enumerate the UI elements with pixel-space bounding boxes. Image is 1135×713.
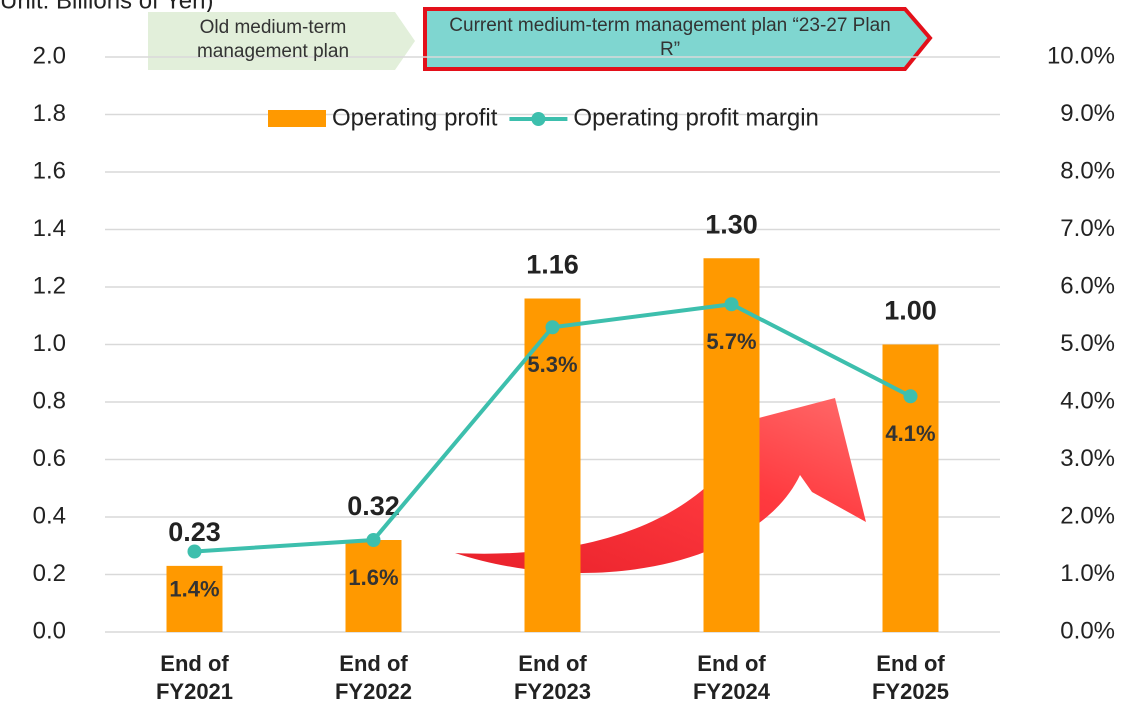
legend-swatch bbox=[268, 110, 326, 127]
y-tick-label: 1.8 bbox=[33, 100, 66, 127]
y-tick-label: 0.4 bbox=[33, 502, 66, 529]
x-tick-label: End of FY2022 bbox=[319, 650, 429, 706]
y2-tick-label: 7.0% bbox=[1060, 215, 1115, 242]
x-tick-label: End of FY2025 bbox=[856, 650, 966, 706]
y-tick-label: 1.6 bbox=[33, 157, 66, 184]
line-marker bbox=[904, 389, 918, 403]
line-value-label: 4.1% bbox=[885, 421, 935, 446]
line-value-label: 5.3% bbox=[527, 352, 577, 377]
y-tick-label: 1.4 bbox=[33, 215, 66, 242]
bar-value-label: 1.16 bbox=[526, 250, 579, 280]
line-value-label: 1.4% bbox=[169, 576, 219, 601]
y2-tick-label: 4.0% bbox=[1060, 387, 1115, 414]
x-tick-label: End of FY2023 bbox=[498, 650, 608, 706]
bar-value-label: 1.30 bbox=[705, 209, 758, 239]
line-marker bbox=[367, 533, 381, 547]
y-tick-label: 1.2 bbox=[33, 272, 66, 299]
y-tick-label: 0.0 bbox=[33, 617, 66, 644]
line-value-label: 1.6% bbox=[348, 565, 398, 590]
y2-tick-label: 5.0% bbox=[1060, 330, 1115, 357]
chart: (Unit: Billions of Yen) 0.230.321.161.30… bbox=[0, 0, 1135, 713]
line-marker bbox=[725, 297, 739, 311]
y2-tick-label: 9.0% bbox=[1060, 100, 1115, 127]
y2-tick-label: 6.0% bbox=[1060, 272, 1115, 299]
bar-value-label: 1.00 bbox=[884, 296, 937, 326]
y2-tick-label: 0.0% bbox=[1060, 617, 1115, 644]
legend-label: Operating profit margin bbox=[573, 104, 818, 131]
y2-tick-label: 2.0% bbox=[1060, 502, 1115, 529]
y-tick-label: 0.8 bbox=[33, 387, 66, 414]
phase-label: Old medium-term management plan bbox=[148, 16, 398, 64]
y-tick-label: 2.0 bbox=[33, 42, 66, 69]
y2-tick-label: 10.0% bbox=[1047, 42, 1115, 69]
line-marker bbox=[546, 320, 560, 334]
page: (Unit: Billions of Yen) 0.230.321.161.30… bbox=[0, 0, 1135, 713]
y2-tick-label: 3.0% bbox=[1060, 445, 1115, 472]
x-tick-label: End of FY2024 bbox=[677, 650, 787, 706]
growth-arrow bbox=[455, 398, 866, 573]
y2-tick-label: 1.0% bbox=[1060, 560, 1115, 587]
y-tick-label: 1.0 bbox=[33, 330, 66, 357]
bar-value-label: 0.23 bbox=[168, 517, 221, 547]
phase-label: Current medium-term management plan “23-… bbox=[440, 14, 900, 62]
x-tick-label: End of FY2021 bbox=[140, 650, 250, 706]
y-tick-label: 0.2 bbox=[33, 560, 66, 587]
y2-tick-label: 8.0% bbox=[1060, 157, 1115, 184]
y-tick-label: 0.6 bbox=[33, 445, 66, 472]
legend-swatch bbox=[531, 112, 545, 126]
line-value-label: 5.7% bbox=[706, 329, 756, 354]
line-marker bbox=[188, 545, 202, 559]
legend-label: Operating profit bbox=[332, 104, 498, 131]
